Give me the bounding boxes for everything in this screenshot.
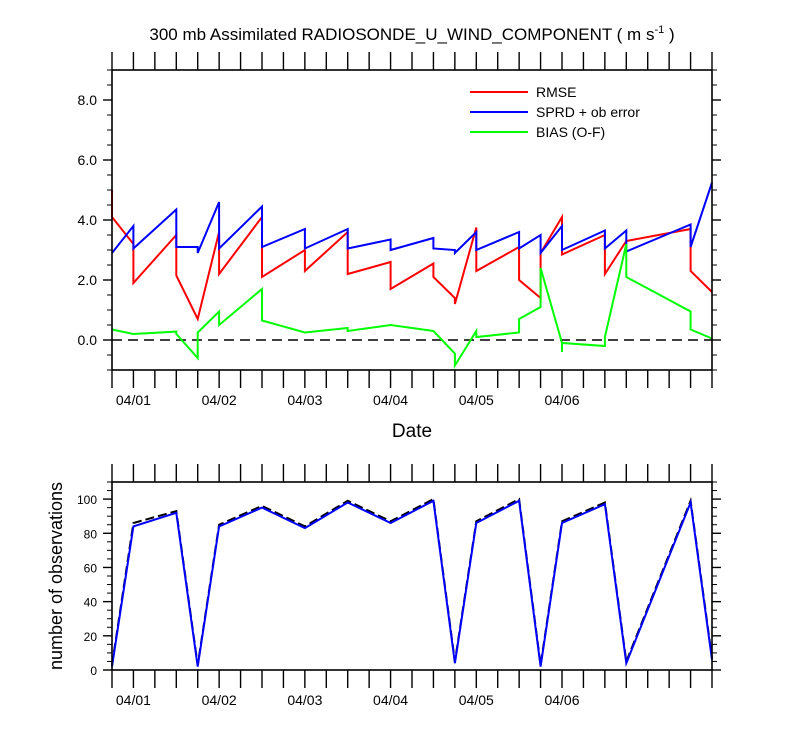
legend-label: RMSE [536,84,576,100]
series-line-rmse [111,190,713,322]
x-tick-label: 04/02 [202,392,237,408]
y-tick-label: 8.0 [78,92,98,108]
chart-title-text: 300 mb Assimilated RADIOSONDE_U_WIND_COM… [149,25,654,44]
legend-label: BIAS (O-F) [536,124,605,140]
x-axis-label: Date [392,421,432,442]
bottom-panel: 0 20 40 60 80 100 04/01 04/02 04/03 04/04 04/05 04/… [46,464,721,708]
x-tick-label: 04/04 [373,392,408,408]
series-line-sprd-ob-error [111,182,713,256]
series-line-used [111,498,713,668]
top-panel: 0.0 2.0 4.0 6.0 8.0 04/01 04/02 04/03 04/04 04/05… [78,52,721,408]
x-tick-label: 04/05 [459,392,494,408]
y-tick-label: 100 [77,493,97,507]
x-tick-label: 04/06 [544,392,579,408]
y-tick-label: 0 [90,664,97,678]
y-tick-label: 6.0 [78,152,98,168]
y-tick-label: 40 [84,596,98,610]
x-tick-label: 04/03 [287,692,322,708]
chart-title-superscript: -1 [654,24,664,36]
y-axis-label: number of observations [46,482,66,670]
y-tick-label: 2.0 [78,272,98,288]
legend-label: SPRD + ob error [536,104,640,120]
y-tick-label: 80 [84,527,98,541]
x-tick-label: 04/02 [202,692,237,708]
series-line-bias-o-f [111,243,713,370]
x-tick-label: 04/03 [287,392,322,408]
y-tick-label: 4.0 [78,212,98,228]
y-tick-label: 60 [84,561,98,575]
y-tick-label: 0.0 [78,332,98,348]
x-tick-label: 04/01 [116,392,151,408]
chart-title: 300 mb Assimilated RADIOSONDE_U_WIND_COM… [149,24,674,44]
x-tick-label: 04/05 [459,692,494,708]
y-tick-label: 20 [84,630,98,644]
x-tick-label: 04/06 [544,692,579,708]
chart-title-end: ) [664,25,674,44]
x-tick-label: 04/01 [116,692,151,708]
x-tick-label: 04/04 [373,692,408,708]
